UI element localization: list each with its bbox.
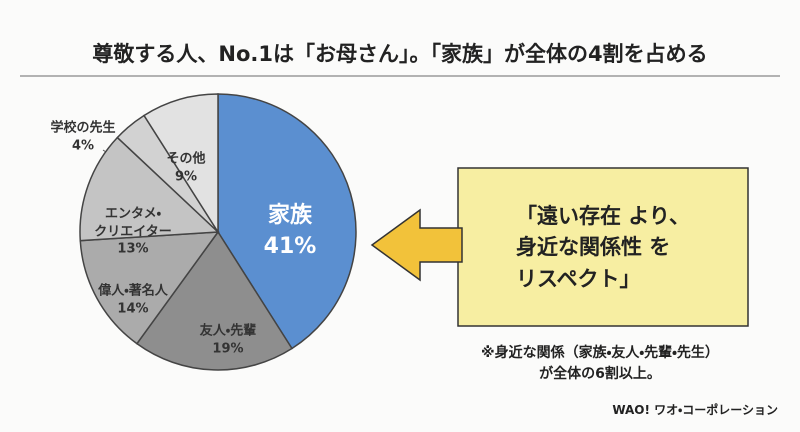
category-label: その他 — [166, 151, 206, 167]
slice-label: 家族 41% — [264, 201, 317, 263]
value-label: 14% — [117, 301, 149, 316]
slice-label: エンタメ・ クリエイター 13% — [94, 206, 171, 259]
pie — [79, 93, 357, 371]
note: ※身近な関係（家族・友人・先輩・先生） が全体の6割以上。 — [481, 345, 719, 382]
pie-slice — [79, 136, 220, 242]
slice-label: 学校の先生 4% — [50, 119, 115, 154]
category-label: 家族 — [267, 203, 313, 229]
value-label: 41% — [263, 234, 317, 259]
slice-label: 偉人・著名人 14% — [98, 282, 167, 317]
callout-text: 「遠い存在 より、 身近な関係性 を リスペクト」 — [515, 203, 691, 291]
value-label: 9% — [174, 169, 198, 184]
slice-label: その他 9% — [166, 150, 205, 185]
value-label: 4% — [71, 138, 95, 153]
category-label: エンタメ・ クリエイター — [94, 206, 172, 240]
pie-slice — [143, 93, 219, 235]
pie-slice — [217, 93, 357, 350]
value-label: 19% — [212, 341, 244, 356]
value-label: 13% — [117, 241, 149, 257]
chart-title: 尊敬する人、No.1は「お母さん」。「家族」が全体の4割を占める — [92, 42, 708, 66]
pie-slice — [79, 231, 220, 345]
category-label: 学校の先生 — [50, 120, 116, 136]
arrow — [370, 208, 463, 282]
slice-label: 友人・先輩 19% — [200, 322, 256, 357]
category-label: 偉人・著名人 — [98, 283, 168, 299]
pie-slice — [135, 230, 293, 371]
category-label: 友人・先輩 — [199, 323, 257, 339]
callout-box — [457, 167, 749, 327]
logo: WAO! ワオ・コーポレーション — [612, 403, 778, 417]
